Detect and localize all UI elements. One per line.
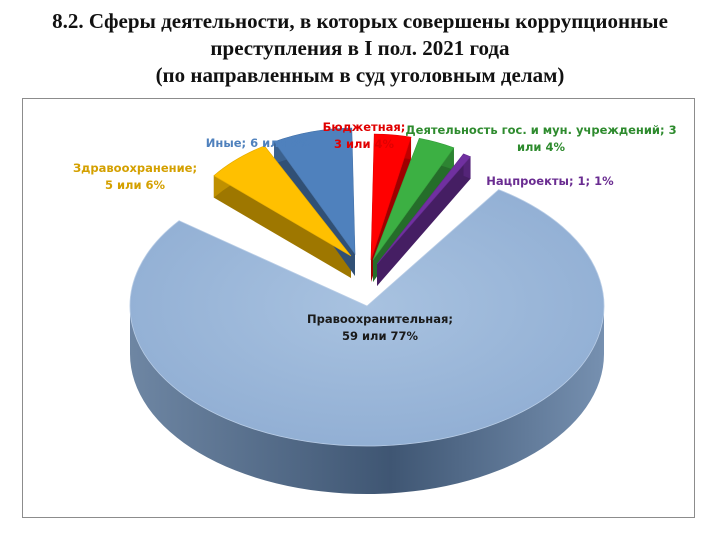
pie-slice-gov xyxy=(372,137,455,261)
data-label-natproj-1: Нацпроекты; 1; 1% xyxy=(486,174,614,188)
data-label-other-1: Иные; 6 или 8% xyxy=(206,136,311,150)
data-label-budget-2: 3 или 4% xyxy=(334,137,395,151)
chart-title: 8.2. Сферы деятельности, в которых совер… xyxy=(0,8,720,89)
data-label-gov-1: Деятельность гос. и мун. учреждений; 3 xyxy=(405,123,676,137)
data-label-health-2: 5 или 6% xyxy=(105,178,166,192)
pie-slice-other xyxy=(273,127,356,255)
data-label-health-1: Здравоохранение; xyxy=(73,161,197,175)
pie-slice-natproj xyxy=(376,153,472,265)
data-label-gov-2: или 4% xyxy=(517,140,566,154)
data-label-law-2: 59 или 77% xyxy=(342,329,419,343)
title-line-1: 8.2. Сферы деятельности, в которых совер… xyxy=(52,9,668,33)
pie-slice-edge-law xyxy=(130,306,604,494)
pie-slice-budget xyxy=(370,133,412,261)
chart-frame xyxy=(22,98,695,518)
pie-slice-health xyxy=(213,145,352,257)
title-line-2: преступления в I пол. 2021 года xyxy=(210,36,510,60)
data-label-law-1: Правоохранительная; xyxy=(307,312,453,326)
data-label-budget-1: Бюджетная; xyxy=(323,120,406,134)
pie-slice-law xyxy=(129,189,605,447)
pie-slice-wall2-natproj xyxy=(377,156,471,286)
pie-slice-wall-health xyxy=(213,175,351,278)
title-line-3: (по направленным в суд уголовным делам) xyxy=(155,63,565,87)
